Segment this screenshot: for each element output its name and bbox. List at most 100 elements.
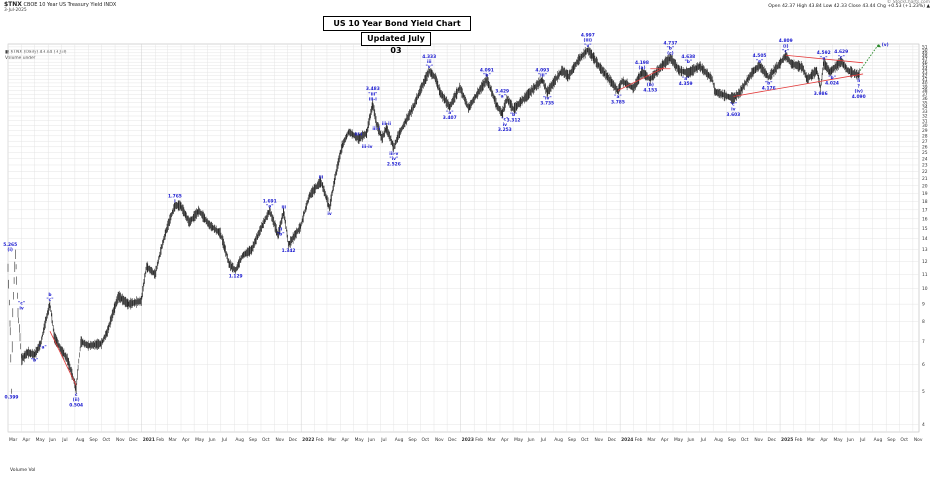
y-tick-label: 32 [922, 114, 928, 120]
y-tick-label: 35 [922, 100, 928, 106]
y-tick-label: 12 [922, 259, 928, 265]
volume-undef-legend: Volume undef [5, 56, 36, 61]
wave-label: 4.091 [480, 67, 494, 73]
y-tick-label: 26 [922, 144, 928, 150]
wave-label: 3.407 [443, 115, 457, 121]
wave-label: "c" [782, 49, 789, 55]
y-tick-label: 51 [922, 44, 928, 50]
wave-label: 4.629 [834, 49, 848, 55]
wave-label: (b) [647, 82, 654, 88]
wave-label: (i) [7, 247, 13, 253]
wave-label: 5.265 [3, 242, 17, 248]
projection-arrowhead [876, 44, 882, 48]
x-tick-label: 2022 [302, 437, 314, 443]
y-tick-label: 15 [922, 226, 928, 232]
wave-label: "a" [498, 94, 506, 100]
y-tick-label: 36 [922, 96, 928, 102]
x-tick-label: Aug [874, 437, 883, 443]
y-tick-label: 30 [922, 123, 928, 129]
x-tick-label: Nov [594, 437, 603, 443]
y-tick-label: 50 [922, 47, 928, 53]
x-tick-label: May [36, 437, 45, 443]
x-tick-label: Jul [540, 437, 546, 443]
wave-label: "c" [46, 297, 53, 303]
wave-label: 4.638 [681, 54, 695, 60]
stockcharts-credit: © StockCharts.com [886, 0, 930, 5]
y-tick-label: 18 [922, 199, 928, 205]
wave-label: 4.359 [679, 81, 693, 87]
x-tick-label: Feb [635, 437, 643, 443]
y-tick-label: 39 [922, 84, 928, 90]
price-legend: ■ $TNX (Daily) 43.44 (3 Jul) [5, 50, 67, 55]
x-tick-label: Sep [408, 437, 416, 443]
wave-label: 4.809 [779, 38, 793, 44]
x-tick-label: Sep [568, 437, 576, 443]
wave-label: iv [327, 211, 332, 217]
trendline [785, 54, 864, 64]
wave-label: ? [857, 83, 860, 89]
trendline [617, 67, 665, 91]
y-tick-label: 38 [922, 88, 928, 94]
wave-label: "a" [756, 58, 764, 64]
chart-title: US 10 Year Bond Yield Chart (Daily) [323, 16, 471, 41]
x-tick-label: Dec [448, 437, 457, 443]
wave-label: "a" [39, 344, 47, 350]
y-tick-label: 11 [922, 272, 928, 278]
y-tick-label: 48 [922, 53, 928, 59]
y-tick-label: 9 [922, 302, 925, 308]
x-tick-label: Oct [421, 437, 429, 443]
x-tick-label: May [514, 437, 523, 443]
grid-layer [7, 43, 920, 433]
y-tick-label: 29 [922, 128, 928, 134]
x-tick-label: Feb [475, 437, 483, 443]
y-tick-label: 10 [922, 286, 928, 292]
wave-label: iii-i [354, 131, 362, 137]
plot-frame [7, 43, 920, 433]
wave-label: (i) [783, 43, 789, 49]
x-tick-label: Jun [687, 437, 695, 443]
wave-label: "v" [584, 43, 591, 49]
wave-label: 4.997 [581, 33, 595, 39]
x-tick-label: Oct [581, 437, 589, 443]
wave-label: 4.024 [825, 80, 839, 86]
y-tick-label: 13 [922, 247, 928, 253]
x-tick-label: Nov [435, 437, 444, 443]
wave-label: 4.592 [817, 50, 831, 56]
x-tick-label: Jul [221, 437, 227, 443]
wave-label: 4.505 [753, 53, 767, 59]
x-tick-label: Dec [129, 437, 138, 443]
wave-label: "iv" [389, 156, 398, 162]
x-tick-label: Apr [23, 437, 31, 443]
wave-label: iii [427, 59, 432, 65]
y-tick-label: 49 [922, 50, 928, 56]
wave-label: 4.176 [762, 86, 776, 92]
y-tick-label: 25 [922, 150, 928, 156]
x-tick-label: Nov [914, 437, 923, 443]
symbol: $TNX [4, 1, 22, 8]
x-tick-label: Sep [887, 437, 895, 443]
x-tick-label: 2023 [462, 437, 474, 443]
x-tick-label: May [195, 437, 204, 443]
y-tick-label: 8 [922, 319, 925, 325]
y-tick-label: 17 [922, 207, 928, 213]
y-tick-label: 37 [922, 92, 928, 98]
trendline [733, 73, 864, 97]
x-tick-label: Jun [846, 437, 854, 443]
wave-label: "b" [828, 75, 836, 81]
wave-label: (a) [638, 65, 645, 71]
price-bars [7, 46, 860, 395]
wave-label: iii-i [372, 126, 380, 132]
x-tick-label: Feb [156, 437, 164, 443]
y-tick-label: 4 [922, 422, 925, 428]
wave-label: "b" [31, 357, 39, 363]
wave-label: 3.483 [366, 86, 380, 92]
x-tick-label: Apr [661, 437, 669, 443]
y-tick-label: 27 [922, 139, 928, 145]
y-tick-label: 21 [922, 176, 928, 182]
x-tick-label: Oct [900, 437, 908, 443]
wave-label: "a" [820, 55, 828, 61]
trendline [49, 330, 77, 386]
wave-label: iii-i [369, 97, 377, 103]
y-tick-label: 40 [922, 81, 928, 87]
